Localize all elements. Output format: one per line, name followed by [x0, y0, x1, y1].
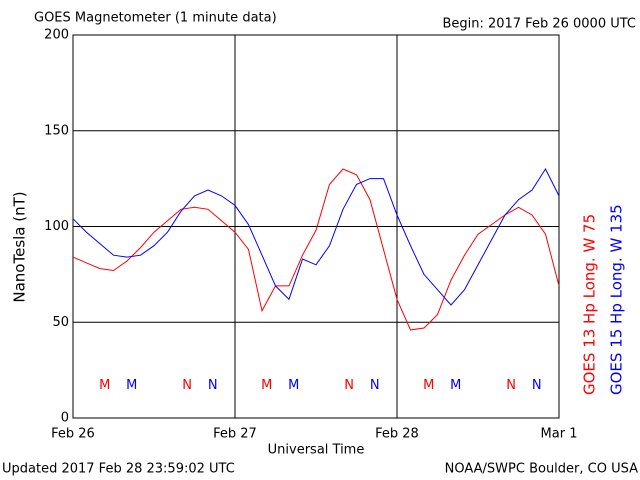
x-tick-label: Feb 27 [213, 427, 257, 442]
x-axis-label: Universal Time [268, 443, 365, 458]
x-tick-label: Mar 1 [541, 427, 578, 442]
annotation: N [532, 378, 542, 393]
annotation: N [182, 378, 192, 393]
annotation: N [344, 378, 354, 393]
y-axis-label: NanoTesla (nT) [11, 191, 29, 302]
annotation: N [208, 378, 218, 393]
annotation: N [506, 378, 516, 393]
y-tick-label: 100 [44, 219, 69, 234]
source-label: NOAA/SWPC Boulder, CO USA [445, 462, 638, 477]
annotation: M [261, 378, 272, 393]
y-tick-label: 50 [52, 315, 69, 330]
begin-label: Begin: 2017 Feb 26 0000 UTC [442, 17, 636, 32]
data-line [72, 168, 560, 331]
x-tick-label: Feb 28 [375, 427, 419, 442]
annotation: M [126, 378, 137, 393]
annotation: M [450, 378, 461, 393]
y-tick-label: 150 [44, 123, 69, 138]
x-tick-label: Feb 26 [51, 427, 95, 442]
annotation: M [99, 378, 110, 393]
data-line [72, 167, 560, 306]
updated-label: Updated 2017 Feb 28 23:59:02 UTC [2, 462, 235, 477]
chart-title: GOES Magnetometer (1 minute data) [34, 11, 277, 26]
annotation: N [370, 378, 380, 393]
y-tick-label: 200 [44, 28, 69, 43]
legend-entry: GOES 13 Hp Long. W 75 [581, 214, 599, 395]
legend-entry: GOES 15 Hp Long. W 135 [608, 204, 626, 395]
annotation: M [423, 378, 434, 393]
y-tick-label: 0 [61, 411, 69, 426]
annotation: M [288, 378, 299, 393]
